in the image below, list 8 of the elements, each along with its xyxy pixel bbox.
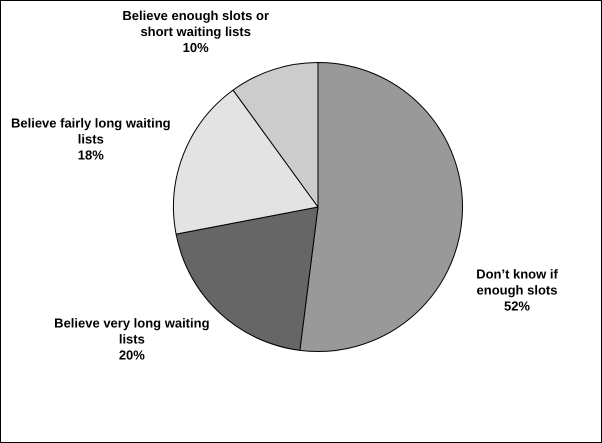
data-label: 20% [118,348,146,363]
slice-label: Don’t know if enough slots [476,266,558,298]
slice-label: Believe enough slots or short waiting lists [122,8,270,39]
data-label: 52% [504,298,530,314]
data-label: 18% [78,147,104,162]
data-label: 10% [182,40,210,55]
slice-label: Believe fairly long waiting lists [10,115,171,146]
slice-label: Believe very long waiting lists [54,316,210,347]
